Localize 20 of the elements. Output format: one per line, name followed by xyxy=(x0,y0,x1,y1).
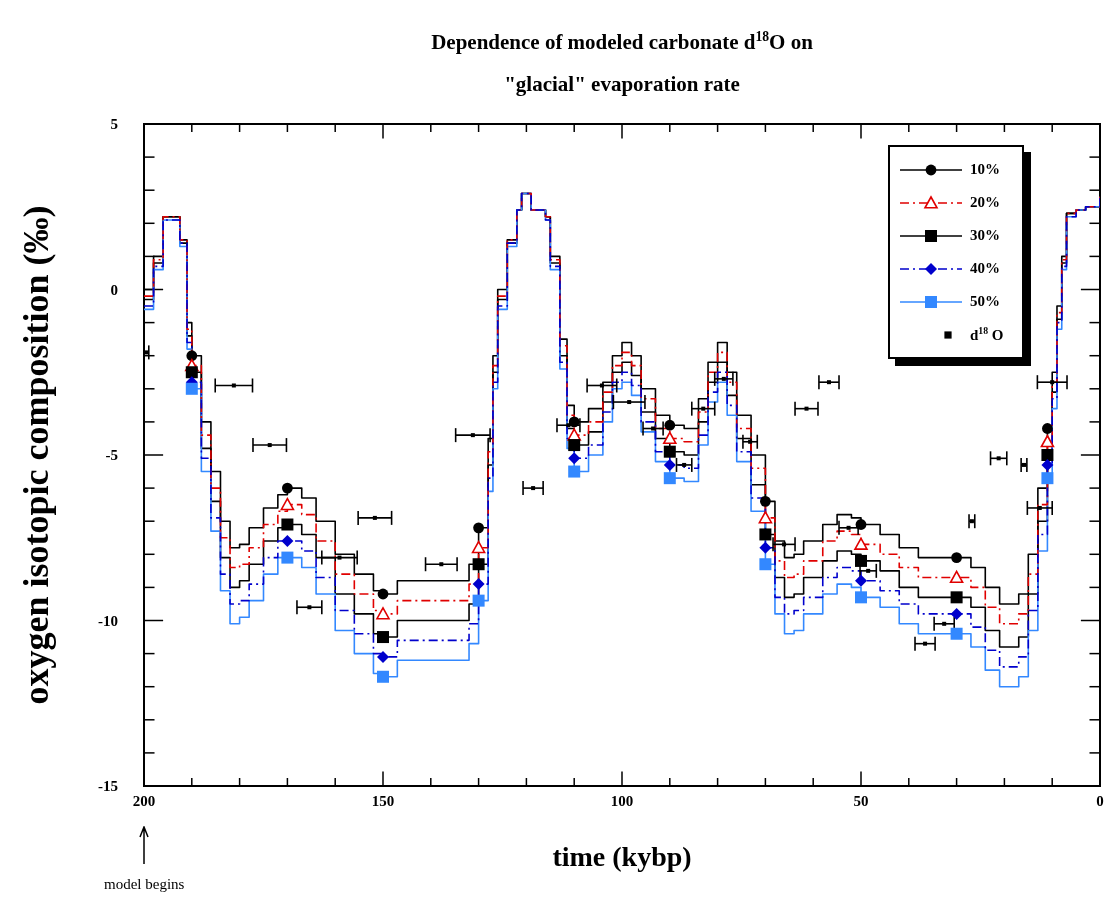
x-tick-label: 0 xyxy=(1096,793,1104,809)
text: model begins xyxy=(104,876,185,893)
legend-label: 20% xyxy=(970,194,1000,210)
legend-label: 10% xyxy=(970,161,1000,177)
y-axis-title: oxygen isotopic composition (‰) xyxy=(16,205,56,705)
x-tick-label: 50 xyxy=(853,793,869,809)
y-tick-label: 5 xyxy=(110,116,118,132)
y-tick-label: -15 xyxy=(98,778,118,794)
legend-label: d$^{18}$ O xyxy=(970,325,1004,343)
chart-title: Dependence of modeled carbonate d$^{18}$O on "glacial" evaporation rate xyxy=(431,29,813,96)
y-tick-label: 0 xyxy=(110,281,118,298)
y-tick-label: -10 xyxy=(98,612,118,629)
y-tick-label: -5 xyxy=(105,447,118,463)
x-tick-label: 100 xyxy=(610,793,634,809)
x-tick-label: 200 xyxy=(132,793,156,809)
legend-label: 40% xyxy=(970,260,1000,276)
x-axis-title: time (kybp) xyxy=(552,841,692,872)
legend-label: 50% xyxy=(970,293,1000,309)
legend-label: 30% xyxy=(970,227,1000,243)
x-tick-label: 150 xyxy=(371,793,395,809)
